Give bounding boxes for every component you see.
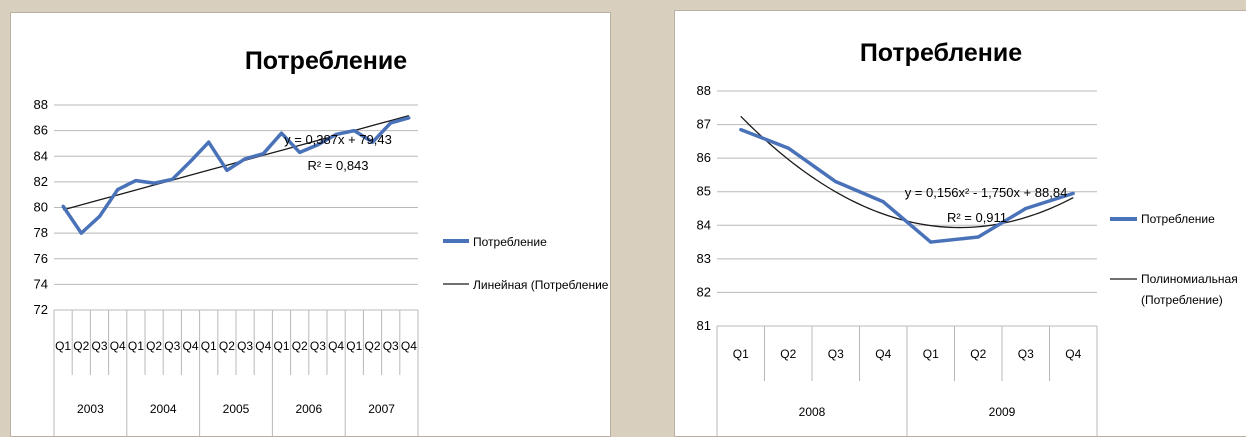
y-tick-label: 78 bbox=[34, 225, 48, 240]
y-tick-label: 85 bbox=[697, 184, 711, 199]
chart-right: Потребление 81 82 83 84 85 86 87 88 Q1 Q2 Q3 Q4 Q1 Q… bbox=[697, 39, 1238, 436]
y-tick-label: 84 bbox=[34, 148, 48, 163]
data-point bbox=[61, 204, 65, 208]
x-year-label: 2003 bbox=[77, 402, 104, 416]
data-point bbox=[1024, 206, 1028, 211]
data-point bbox=[739, 128, 743, 132]
data-point bbox=[152, 181, 156, 185]
y-tick-label: 88 bbox=[697, 83, 711, 98]
x-tick-label: Q4 bbox=[328, 339, 344, 353]
x-tick-label: Q3 bbox=[383, 339, 399, 353]
x-tick-label: Q3 bbox=[310, 339, 326, 353]
chart-left-title: Потребление bbox=[245, 47, 407, 75]
x-tick-label: Q1 bbox=[128, 339, 144, 353]
legend-right-trend-label-1: Полиномиальная bbox=[1141, 272, 1238, 286]
x-tick-label: Q2 bbox=[970, 347, 986, 361]
data-point bbox=[261, 152, 265, 156]
y-tick-label: 87 bbox=[697, 117, 711, 132]
data-point bbox=[881, 200, 885, 204]
x-tick-label: Q3 bbox=[828, 347, 844, 361]
series-line-потребление bbox=[61, 116, 410, 235]
x-tick-label: Q3 bbox=[1018, 347, 1034, 361]
data-point bbox=[929, 240, 933, 244]
x-tick-label: Q4 bbox=[255, 339, 271, 353]
x-tick-label: Q4 bbox=[182, 339, 198, 353]
x-tick-label: Q2 bbox=[73, 339, 89, 353]
x-tick-label: Q3 bbox=[164, 339, 180, 353]
data-point bbox=[298, 150, 302, 155]
x-tick-label: Q4 bbox=[110, 339, 126, 353]
x-tick-label: Q2 bbox=[146, 339, 162, 353]
x-tick-label: Q1 bbox=[55, 339, 71, 353]
x-tick-label: Q1 bbox=[201, 339, 217, 353]
data-point bbox=[976, 235, 980, 239]
data-point bbox=[134, 178, 138, 183]
chart-right-panel: Потребление 81 82 83 84 85 86 87 88 Q1 Q2 Q3 Q4 Q1 Q… bbox=[674, 10, 1246, 437]
data-point bbox=[316, 143, 320, 147]
data-point bbox=[407, 116, 411, 120]
chart-right-legend: Потребление Полиномиальная (Потребление) bbox=[1110, 212, 1238, 307]
x-tick-label: Q1 bbox=[346, 339, 362, 353]
x-tick-label: Q2 bbox=[364, 339, 380, 353]
x-year-label: 2005 bbox=[223, 402, 250, 416]
x-year-label: 2004 bbox=[150, 402, 177, 416]
x-tick-label: Q2 bbox=[219, 339, 235, 353]
data-point bbox=[786, 146, 790, 150]
y-tick-label: 82 bbox=[34, 174, 48, 189]
y-tick-label: 82 bbox=[697, 284, 711, 299]
chart-left-legend: Потребление Линейная (Потребление bbox=[443, 235, 609, 292]
data-point bbox=[188, 159, 193, 163]
chart-right-title: Потребление bbox=[860, 39, 1022, 67]
x-tick-label: Q4 bbox=[1065, 347, 1081, 361]
chart-right-r2: R² = 0,911 bbox=[947, 210, 1007, 225]
legend-left-trend-label: Линейная (Потребление bbox=[473, 278, 609, 292]
y-tick-label: 72 bbox=[34, 302, 48, 317]
data-point bbox=[170, 177, 174, 181]
chart-left-panel: Потребление 72 74 76 78 80 82 84 86 88 Q1 Q2 Q3 Q4 Q… bbox=[10, 12, 611, 437]
y-tick-label: 74 bbox=[34, 276, 48, 291]
y-tick-label: 88 bbox=[34, 97, 48, 112]
data-point bbox=[97, 214, 102, 219]
legend-left-series-label: Потребление bbox=[473, 235, 547, 249]
chart-left-r2: R² = 0,843 bbox=[307, 158, 368, 173]
data-point bbox=[279, 131, 284, 135]
y-tick-label: 81 bbox=[697, 318, 711, 333]
x-tick-label: Q4 bbox=[875, 347, 891, 361]
data-point bbox=[370, 140, 375, 144]
data-point bbox=[79, 231, 83, 235]
y-tick-label: 86 bbox=[34, 123, 48, 138]
chart-right-equation: y = 0,156x² - 1,750x + 88,84 bbox=[905, 185, 1068, 200]
legend-right-trend-label-2: (Потребление) bbox=[1141, 293, 1223, 307]
series-line-потребление bbox=[740, 127, 1074, 244]
data-point bbox=[243, 157, 247, 161]
x-year-label: 2007 bbox=[368, 402, 395, 416]
y-tick-label: 84 bbox=[697, 217, 711, 232]
y-tick-label: 80 bbox=[34, 200, 48, 215]
x-tick-label: Q3 bbox=[91, 339, 107, 353]
x-tick-label: Q1 bbox=[923, 347, 939, 361]
x-tick-label: Q1 bbox=[273, 339, 289, 353]
y-tick-label: 83 bbox=[697, 251, 711, 266]
data-point bbox=[352, 129, 356, 133]
x-tick-label: Q3 bbox=[237, 339, 253, 353]
data-point bbox=[834, 180, 838, 184]
x-year-label: 2006 bbox=[295, 402, 322, 416]
data-point bbox=[334, 132, 338, 137]
legend-right-series-label: Потребление bbox=[1141, 212, 1215, 226]
x-year-label: 2009 bbox=[989, 405, 1016, 419]
data-point bbox=[389, 121, 393, 125]
x-tick-label: Q4 bbox=[401, 339, 417, 353]
y-tick-label: 86 bbox=[697, 150, 711, 165]
data-point bbox=[116, 187, 120, 192]
data-point bbox=[1071, 191, 1075, 195]
x-tick-label: Q2 bbox=[780, 347, 796, 361]
chart-left-equation: y = 0,387x + 79,43 bbox=[284, 132, 392, 147]
y-tick-label: 76 bbox=[34, 251, 48, 266]
x-tick-label: Q2 bbox=[292, 339, 308, 353]
x-tick-label: Q1 bbox=[733, 347, 749, 361]
data-point bbox=[225, 168, 229, 172]
x-year-label: 2008 bbox=[799, 405, 826, 419]
data-point bbox=[207, 140, 211, 144]
